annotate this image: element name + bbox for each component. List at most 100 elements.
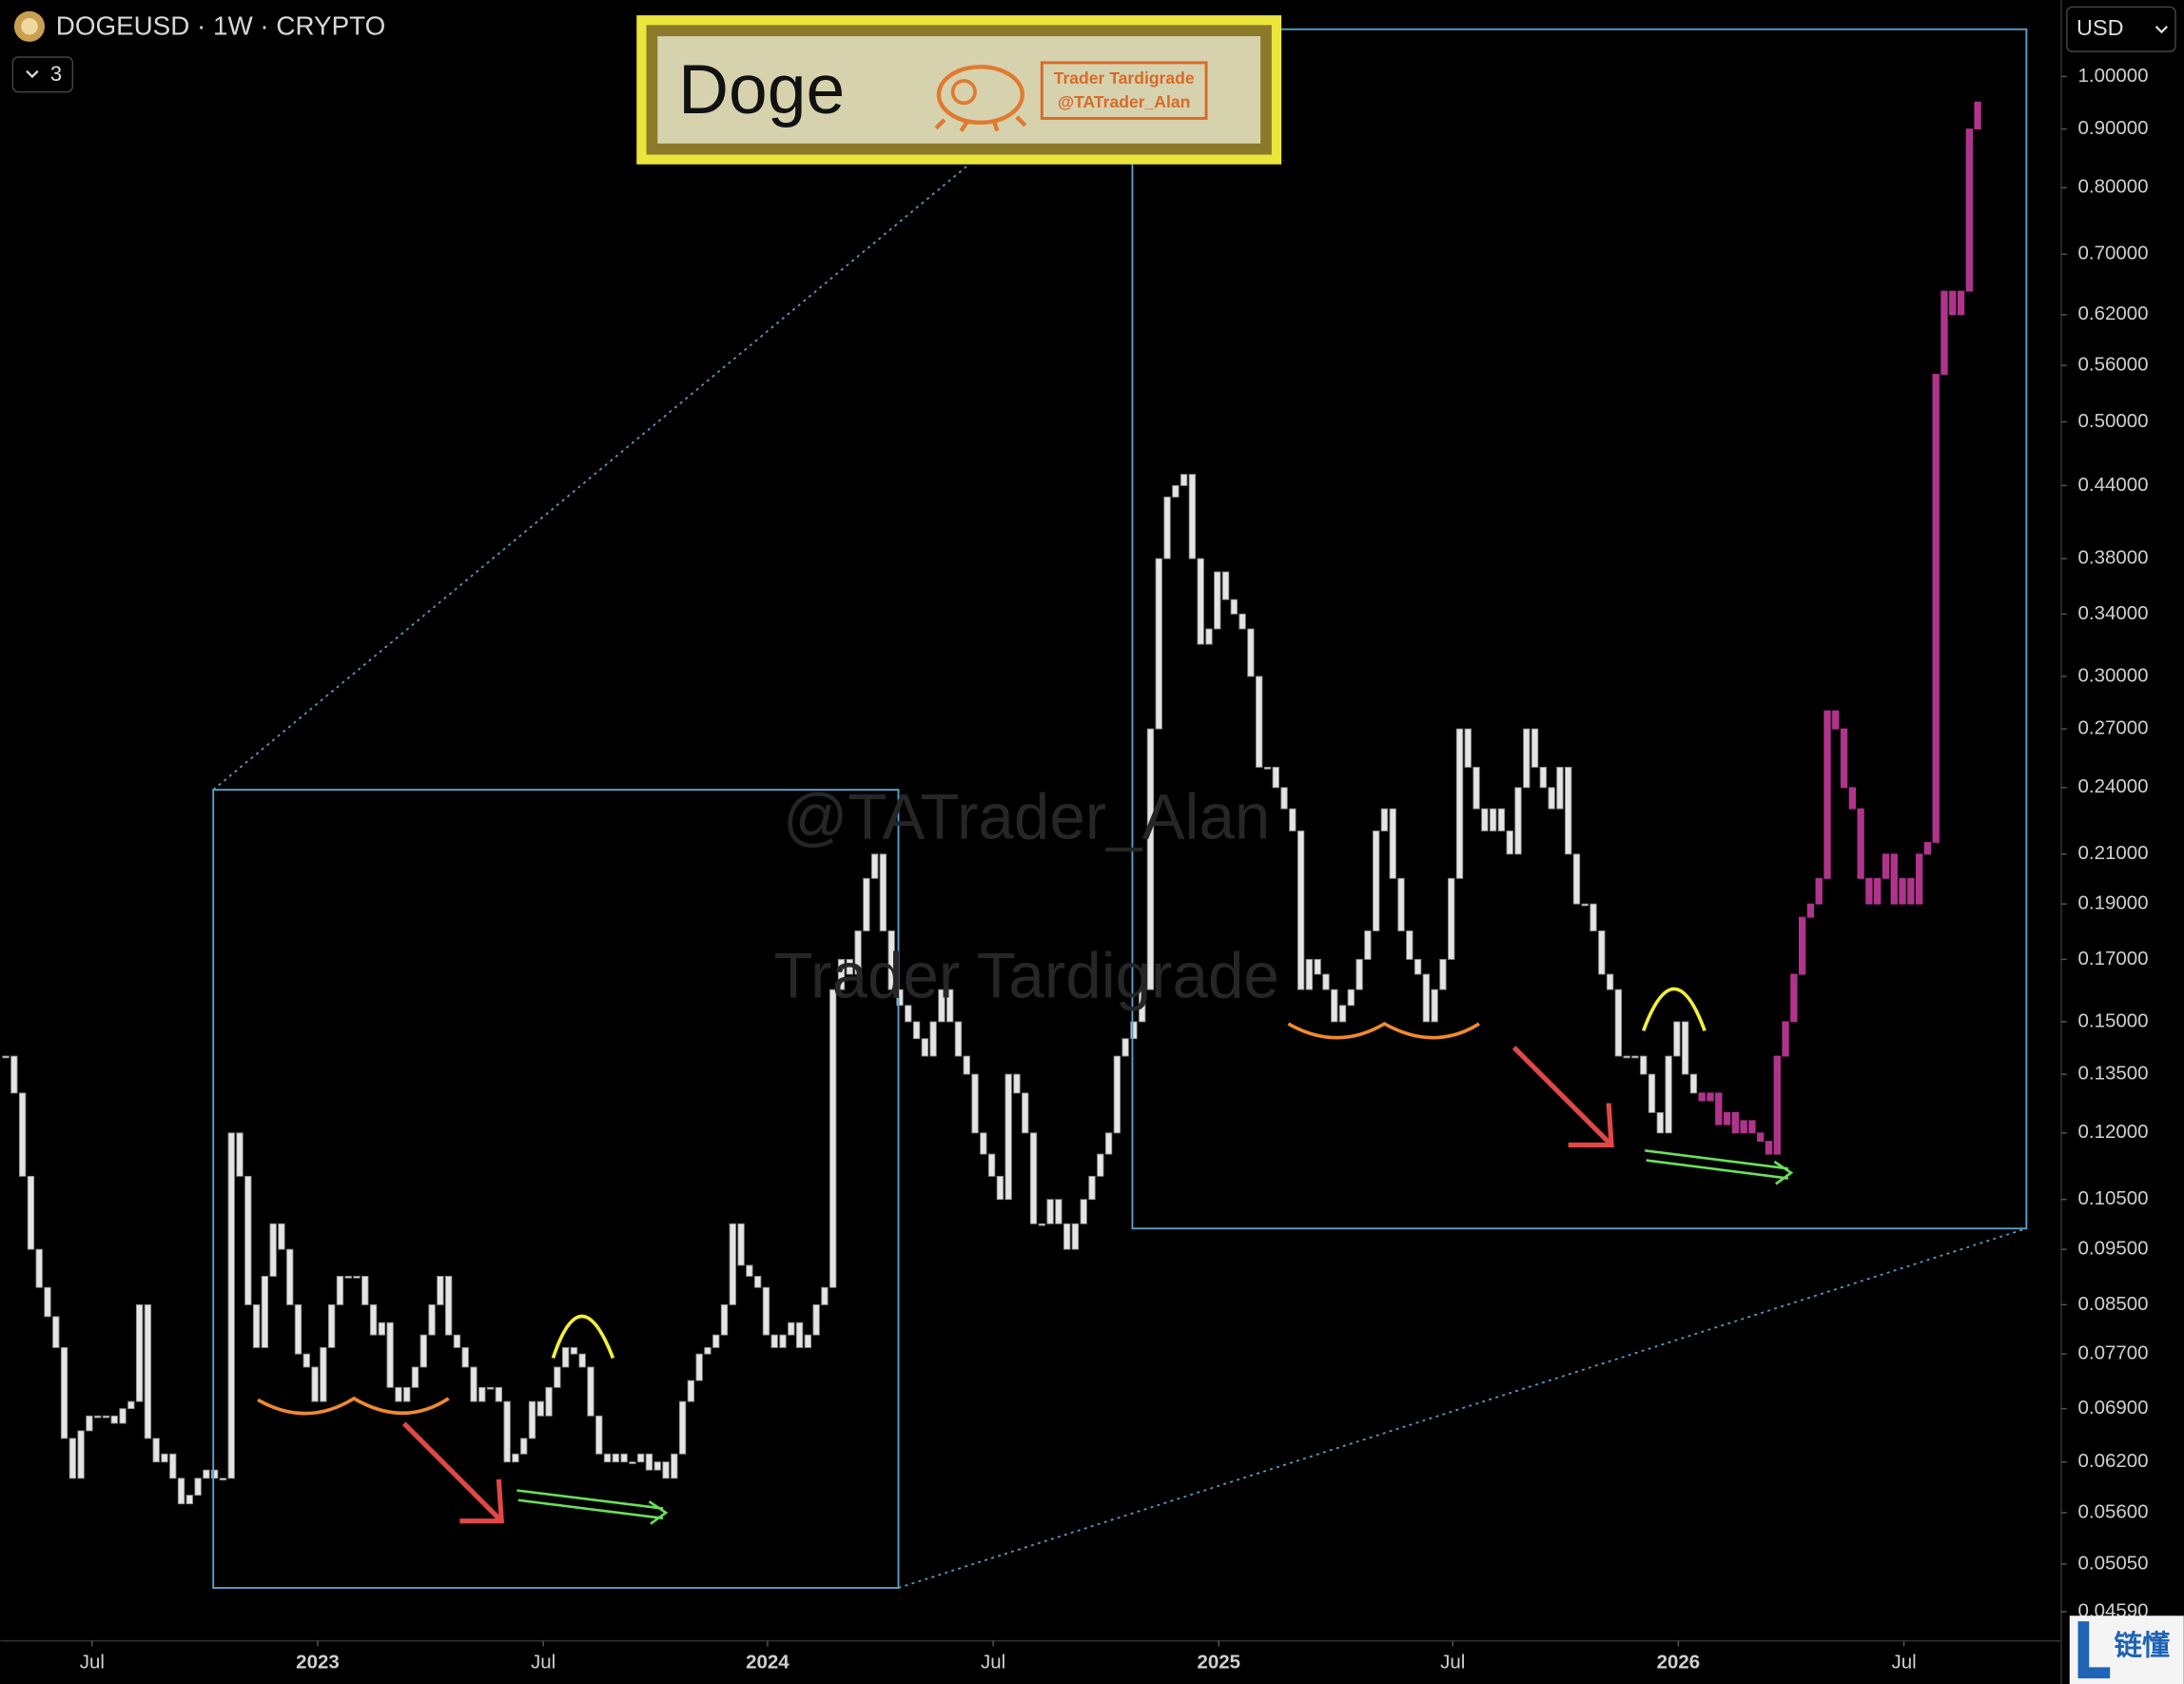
candle-body [1121,1038,1129,1057]
candle-body [1088,1175,1096,1201]
candle-body [369,1303,378,1336]
tardigrade-icon [936,65,1024,126]
candle-body [1832,710,1840,730]
candle-body [1673,1021,1681,1057]
candle-body [252,1303,261,1348]
candle-body [478,1386,486,1402]
hump-arc [1642,987,1706,1032]
down-arrow [401,1421,504,1524]
candle-body [353,1276,361,1279]
candle-body [1055,1199,1063,1224]
candle-body [320,1346,327,1402]
divergence-arrow [517,1489,669,1525]
y-tick-label: 0.09500 [2078,1238,2149,1260]
collapse-button[interactable] [11,56,74,93]
candle-body [1205,628,1213,645]
candle-body [1965,128,1973,292]
candle-body [86,1415,93,1432]
y-tick-label: 0.17000 [2078,948,2149,969]
candle-body [1882,853,1890,879]
divergence-arrow [1645,1148,1794,1185]
candle-body [712,1334,720,1348]
currency-button[interactable] [2066,6,2176,52]
candle-body [386,1322,394,1388]
candle-body [879,853,887,931]
y-tick-label: 0.62000 [2078,303,2149,324]
candle-body [119,1408,127,1424]
watermark-author: Trader Tardigrade [773,940,1278,1011]
y-tick-label: 0.06200 [2078,1450,2149,1472]
candle-body [587,1366,595,1417]
candle-body [144,1303,152,1439]
watermark-handle: @TATrader_Alan [783,782,1270,853]
candle-body [1097,1153,1104,1177]
candle-body [1556,766,1564,810]
candle-body [419,1334,427,1368]
y-tick-label: 0.27000 [2078,717,2149,739]
candle-body [1188,474,1197,559]
candle-body [1631,1055,1639,1059]
y-tick-label: 0.05050 [2078,1552,2149,1574]
author-box [1040,61,1208,120]
candle-body [1080,1199,1087,1224]
candle-body [720,1303,729,1336]
candle-body [1748,1120,1756,1134]
candle-body [1247,628,1255,677]
candle-body [1489,808,1497,832]
y-tick-label: 0.50000 [2078,410,2149,432]
candle-body [753,1276,762,1288]
candle-body [1865,877,1873,905]
base-arc [257,1396,450,1416]
candle-body [1581,903,1589,907]
candle-body [1481,808,1489,832]
collapsed-count: 3 [50,62,62,86]
candle-body [1957,290,1965,316]
pattern-box [212,789,900,1589]
candle-body [1932,374,1940,843]
candle-body [1230,598,1238,615]
candle-body [779,1334,787,1348]
candle-body [678,1400,687,1455]
candle-body [1614,989,1623,1057]
candle-body [954,1021,963,1057]
y-tick-label: 0.24000 [2078,775,2149,797]
hump-arc [551,1314,615,1360]
y-axis: 1.00000 0.90000 0.80000 0.70000 0.62000 0.560… [2060,65,2149,1621]
candle-body [1514,787,1522,855]
tardigrade-icon [934,115,1027,132]
down-arrow [1511,1046,1614,1147]
candle-body [185,1495,193,1505]
candle-body [1439,958,1447,990]
candle-body [1907,877,1915,905]
candle-body [1221,571,1230,600]
candle-body [1623,1055,1630,1059]
candle-body [905,1005,912,1023]
candle-body [503,1400,511,1463]
candle-body [1364,930,1372,960]
candle-body [219,1478,227,1480]
candle-body [636,1453,645,1463]
candle-body [1038,1223,1045,1226]
candle-body [169,1453,177,1479]
candle-body [1431,989,1438,1023]
y-tick-label: 0.44000 [2078,474,2149,496]
candle-body [536,1400,544,1417]
candle-body [1197,558,1204,645]
candle-body [411,1366,419,1388]
candle-body [1130,1021,1138,1040]
candle-body [1063,1223,1071,1250]
candle-body [261,1276,269,1348]
candle-body [1172,484,1180,498]
candle-body [1572,853,1581,905]
candle-body [996,1175,1004,1201]
candle-body [1146,728,1155,990]
candle-body [18,1092,27,1177]
candle-body [1280,787,1288,810]
candle-body [236,1132,244,1177]
y-tick-label: 0.06900 [2078,1397,2149,1419]
candle-body [470,1366,478,1402]
y-tick-label: 0.12000 [2078,1121,2149,1143]
y-tick-label: 0.19000 [2078,892,2149,914]
y-tick-label: 0.08500 [2078,1293,2149,1315]
candle-body [269,1223,277,1277]
